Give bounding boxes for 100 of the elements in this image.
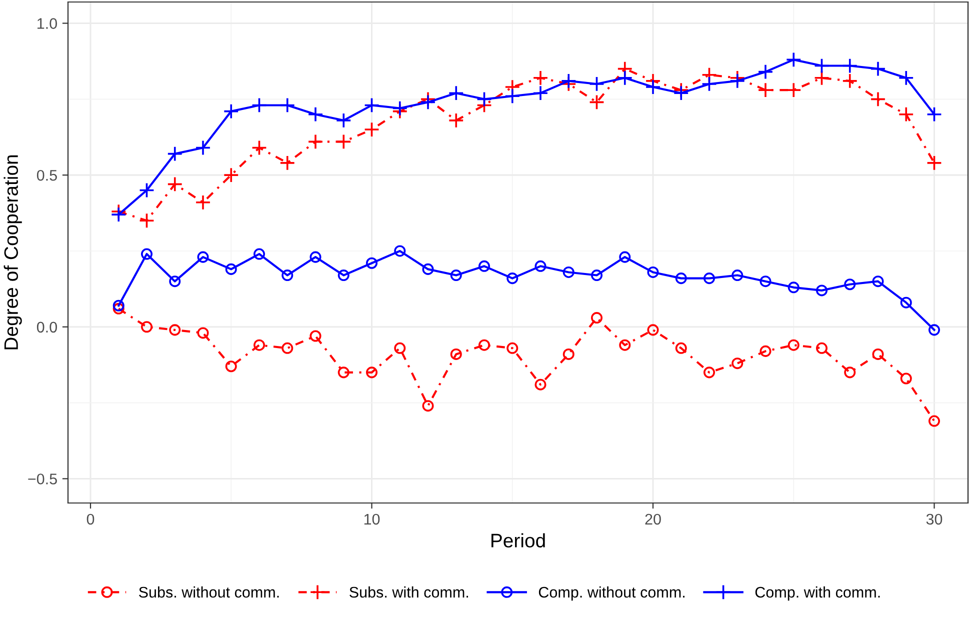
point [112,302,124,314]
point [422,263,434,275]
point [223,167,239,183]
point [760,345,772,357]
point [448,85,464,101]
y-tick-label: −0.5 [28,474,57,484]
point [338,366,350,378]
point [225,360,237,372]
legend-label: Subs. with comm. [350,586,468,598]
point [532,85,548,101]
point [619,251,631,263]
point [251,97,268,114]
x-axis-title: Period [491,533,545,548]
point [308,106,324,122]
point [703,366,716,378]
point [560,73,576,89]
point [308,134,324,150]
point [504,88,520,104]
point [534,378,546,390]
point [588,76,605,92]
point [588,94,605,110]
point [223,103,239,120]
point [253,248,266,260]
y-axis-title: Degree of Cooperation [4,155,22,350]
point [478,260,490,272]
x-tick-label: 0 [86,514,94,525]
point [926,106,942,122]
point [645,79,661,95]
y-tick-label: 0.0 [36,322,57,333]
point [786,52,802,68]
point [197,327,209,339]
legend-label: Comp. with comm. [755,586,880,601]
point [392,100,408,116]
point [167,176,183,192]
point [364,97,380,114]
point [448,112,464,128]
point [900,296,912,308]
point [758,64,774,80]
point [506,272,518,284]
point [534,260,546,272]
point [844,366,856,378]
point [310,251,322,263]
point [422,400,434,412]
point [476,91,492,108]
point [253,339,266,351]
y-tick-label: 0.5 [36,170,57,181]
point [590,312,603,324]
point [364,122,380,138]
point [590,270,603,282]
point [338,270,350,282]
y-tick-label: 1.0 [38,18,57,29]
point [617,70,633,86]
point [872,348,884,360]
point [898,70,914,86]
point [478,339,490,351]
point [140,321,153,333]
point [732,358,744,370]
point [506,342,518,354]
point [788,282,800,294]
point [872,276,884,288]
point [730,73,746,89]
point [366,257,378,269]
point [336,134,352,150]
point [898,106,914,122]
point [225,263,237,275]
point [169,324,181,336]
point [336,112,352,128]
point [450,270,462,282]
point [420,94,436,110]
x-tick-label: 30 [926,514,942,525]
point [140,248,153,260]
point [450,348,462,360]
point [673,85,689,101]
point [870,91,886,108]
point [647,266,659,278]
point [926,155,942,171]
point [816,342,828,354]
point [169,276,181,288]
point [619,339,631,351]
point [197,251,209,263]
point [282,270,294,282]
x-tick-label: 20 [645,514,661,525]
point [647,324,659,336]
legend-label: Comp. without comm. [538,586,684,601]
point [732,270,744,282]
point [703,272,716,284]
point [138,182,155,198]
point [675,342,687,354]
point [758,82,774,98]
point [310,330,322,342]
point [532,70,548,86]
point [280,97,296,114]
point [816,284,828,296]
point [562,348,574,360]
legend-label: Subs. without comm. [139,586,279,598]
point [366,366,378,378]
point [788,339,800,351]
point [282,342,294,354]
point [138,212,155,228]
x-tick-label: 10 [364,514,380,525]
